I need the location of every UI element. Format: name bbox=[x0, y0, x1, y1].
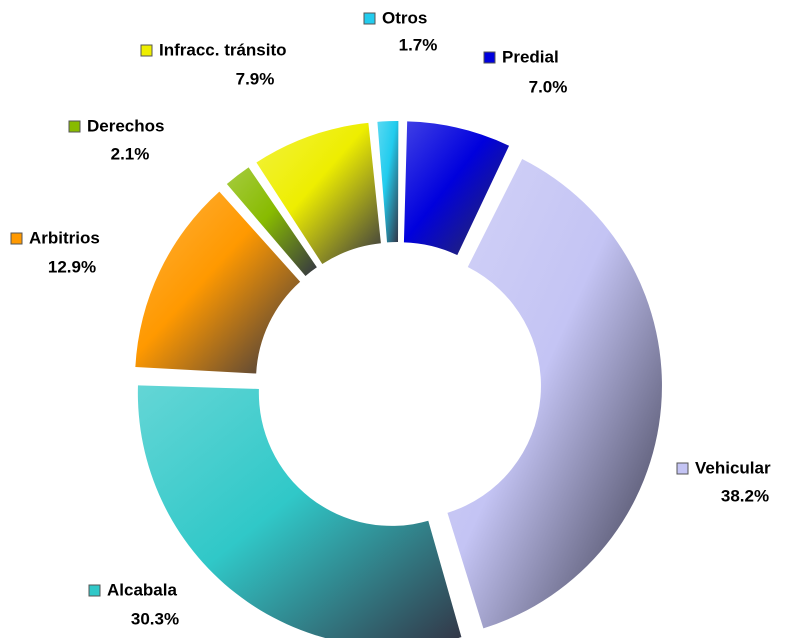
segment-label: Derechos bbox=[87, 116, 164, 135]
segment-label: Infracc. tránsito bbox=[159, 40, 287, 59]
donut-segment bbox=[226, 167, 317, 276]
donut-segment bbox=[256, 122, 381, 265]
donut-segment bbox=[137, 385, 462, 638]
legend-marker bbox=[483, 51, 496, 64]
value-label: 7.9% bbox=[236, 69, 275, 88]
value-label: 2.1% bbox=[111, 144, 150, 163]
donut-segment bbox=[447, 158, 662, 629]
segment-label: Alcabala bbox=[107, 580, 177, 599]
donut-segment bbox=[403, 121, 510, 256]
donut-segment bbox=[135, 191, 301, 374]
value-label: 38.2% bbox=[721, 486, 769, 505]
legend-marker bbox=[676, 462, 689, 475]
value-label: 12.9% bbox=[48, 257, 96, 276]
donut-segment bbox=[377, 121, 399, 243]
legend-marker bbox=[10, 232, 23, 245]
segment-label: Predial bbox=[502, 47, 559, 66]
legend-marker bbox=[140, 44, 153, 57]
value-label: 7.0% bbox=[529, 77, 568, 96]
segment-label: Otros bbox=[382, 8, 427, 27]
legend-marker bbox=[68, 120, 81, 133]
value-label: 30.3% bbox=[131, 609, 179, 628]
segment-label: Arbitrios bbox=[29, 228, 100, 247]
segment-label: Vehicular bbox=[695, 458, 771, 477]
legend-marker bbox=[88, 584, 101, 597]
legend-marker bbox=[363, 12, 376, 25]
value-label: 1.7% bbox=[399, 35, 438, 54]
